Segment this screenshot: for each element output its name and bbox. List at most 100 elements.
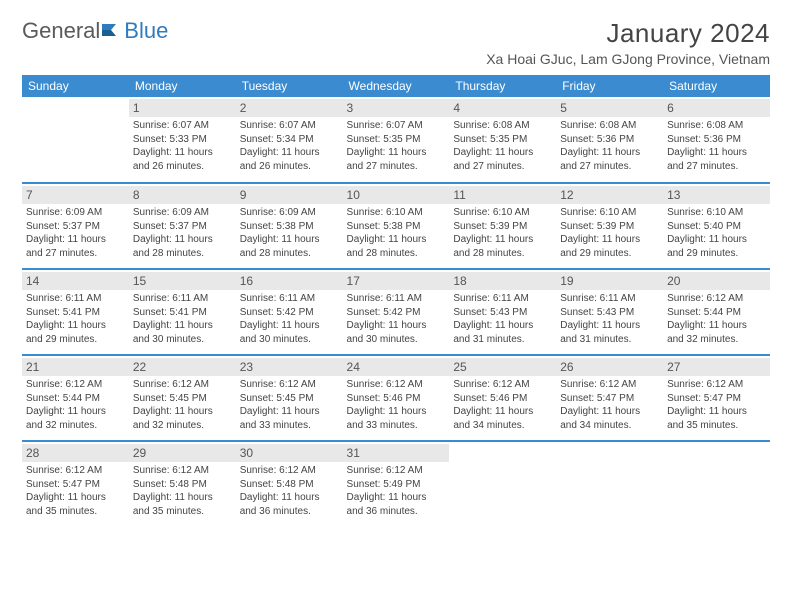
calendar-cell: 11 Sunrise: 6:10 AMSunset: 5:39 PMDayligh… [449, 183, 556, 269]
day-number: 12 [556, 186, 663, 204]
calendar-cell: 1Sunrise: 6:07 AMSunset: 5:33 PMDaylight… [129, 97, 236, 183]
day-info: Sunrise: 6:12 AMSunset: 5:46 PMDaylight:… [347, 378, 446, 432]
day-info: Sunrise: 6:11 AMSunset: 5:43 PMDaylight:… [453, 292, 552, 346]
day-number: 3 [343, 99, 450, 117]
day-info: Sunrise: 6:09 AMSunset: 5:38 PMDaylight:… [240, 206, 339, 260]
header: General Blue January 2024 Xa Hoai GJuc, … [22, 18, 770, 67]
calendar-cell: 29 Sunrise: 6:12 AMSunset: 5:48 PMDayligh… [129, 441, 236, 527]
calendar-cell: 22 Sunrise: 6:12 AMSunset: 5:45 PMDayligh… [129, 355, 236, 441]
calendar-cell: 28 Sunrise: 6:12 AMSunset: 5:47 PMDayligh… [22, 441, 129, 527]
day-number: 18 [449, 272, 556, 290]
calendar-cell: 6Sunrise: 6:08 AMSunset: 5:36 PMDaylight… [663, 97, 770, 183]
day-number: 8 [129, 186, 236, 204]
day-info: Sunrise: 6:12 AMSunset: 5:45 PMDaylight:… [240, 378, 339, 432]
day-number: 20 [663, 272, 770, 290]
dow-sun: Sunday [22, 75, 129, 97]
day-number: 31 [343, 444, 450, 462]
day-number: 24 [343, 358, 450, 376]
calendar-cell [22, 97, 129, 183]
day-info: Sunrise: 6:08 AMSunset: 5:36 PMDaylight:… [667, 119, 766, 173]
calendar-cell [556, 441, 663, 527]
calendar-cell: 21Sunrise: 6:12 AMSunset: 5:44 PMDayligh… [22, 355, 129, 441]
day-info: Sunrise: 6:08 AMSunset: 5:35 PMDaylight:… [453, 119, 552, 173]
day-info: Sunrise: 6:12 AMSunset: 5:47 PMDaylight:… [560, 378, 659, 432]
calendar-cell: 17Sunrise: 6:11 AMSunset: 5:42 PMDayligh… [343, 269, 450, 355]
day-info: Sunrise: 6:12 AMSunset: 5:48 PMDaylight:… [240, 464, 339, 518]
dow-sat: Saturday [663, 75, 770, 97]
day-info: Sunrise: 6:07 AMSunset: 5:35 PMDaylight:… [347, 119, 446, 173]
day-info: Sunrise: 6:07 AMSunset: 5:34 PMDaylight:… [240, 119, 339, 173]
day-number: 19 [556, 272, 663, 290]
calendar-cell: 26 Sunrise: 6:12 AMSunset: 5:47 PMDayligh… [556, 355, 663, 441]
day-info: Sunrise: 6:11 AMSunset: 5:42 PMDaylight:… [347, 292, 446, 346]
day-info: Sunrise: 6:12 AMSunset: 5:47 PMDaylight:… [667, 378, 766, 432]
day-number: 14 [22, 272, 129, 290]
calendar-cell: 12Sunrise: 6:10 AMSunset: 5:39 PMDayligh… [556, 183, 663, 269]
logo-text-b: Blue [124, 18, 168, 44]
calendar-cell: 10 Sunrise: 6:10 AMSunset: 5:38 PMDayligh… [343, 183, 450, 269]
header-right: January 2024 Xa Hoai GJuc, Lam GJong Pro… [486, 18, 770, 67]
day-info: Sunrise: 6:12 AMSunset: 5:49 PMDaylight:… [347, 464, 446, 518]
day-info: Sunrise: 6:10 AMSunset: 5:40 PMDaylight:… [667, 206, 766, 260]
day-number: 16 [236, 272, 343, 290]
day-info: Sunrise: 6:11 AMSunset: 5:43 PMDaylight:… [560, 292, 659, 346]
day-info: Sunrise: 6:10 AMSunset: 5:38 PMDaylight:… [347, 206, 446, 260]
calendar-cell: 24 Sunrise: 6:12 AMSunset: 5:46 PMDayligh… [343, 355, 450, 441]
day-info: Sunrise: 6:09 AMSunset: 5:37 PMDaylight:… [133, 206, 232, 260]
calendar-cell: 13 Sunrise: 6:10 AMSunset: 5:40 PMDayligh… [663, 183, 770, 269]
calendar-week: 1Sunrise: 6:07 AMSunset: 5:33 PMDaylight… [22, 97, 770, 183]
logo-text-a: General [22, 18, 100, 44]
calendar-cell: 2Sunrise: 6:07 AMSunset: 5:34 PMDaylight… [236, 97, 343, 183]
day-info: Sunrise: 6:12 AMSunset: 5:45 PMDaylight:… [133, 378, 232, 432]
day-number: 26 [556, 358, 663, 376]
day-number: 23 [236, 358, 343, 376]
day-info: Sunrise: 6:10 AMSunset: 5:39 PMDaylight:… [453, 206, 552, 260]
calendar-cell: 9 Sunrise: 6:09 AMSunset: 5:38 PMDaylight… [236, 183, 343, 269]
dow-tue: Tuesday [236, 75, 343, 97]
day-info: Sunrise: 6:11 AMSunset: 5:41 PMDaylight:… [133, 292, 232, 346]
calendar-cell: 5 Sunrise: 6:08 AMSunset: 5:36 PMDaylight… [556, 97, 663, 183]
calendar-cell: 15 Sunrise: 6:11 AMSunset: 5:41 PMDayligh… [129, 269, 236, 355]
day-number: 13 [663, 186, 770, 204]
calendar-cell: 3 Sunrise: 6:07 AMSunset: 5:35 PMDaylight… [343, 97, 450, 183]
dow-fri: Friday [556, 75, 663, 97]
calendar-cell: 19 Sunrise: 6:11 AMSunset: 5:43 PMDayligh… [556, 269, 663, 355]
calendar-cell: 14 Sunrise: 6:11 AMSunset: 5:41 PMDayligh… [22, 269, 129, 355]
day-info: Sunrise: 6:12 AMSunset: 5:47 PMDaylight:… [26, 464, 125, 518]
calendar-cell: 7Sunrise: 6:09 AMSunset: 5:37 PMDaylight… [22, 183, 129, 269]
calendar-cell: 8 Sunrise: 6:09 AMSunset: 5:37 PMDaylight… [129, 183, 236, 269]
calendar-week: 14Sunrise: 6:11 AMSunset: 5:41 PMDayligh… [22, 269, 770, 355]
flag-icon [102, 20, 122, 43]
day-number: 11 [449, 186, 556, 204]
day-number: 5 [556, 99, 663, 117]
calendar-cell: 30 Sunrise: 6:12 AMSunset: 5:48 PMDayligh… [236, 441, 343, 527]
day-number: 10 [343, 186, 450, 204]
page-title: January 2024 [486, 18, 770, 49]
day-number: 15 [129, 272, 236, 290]
calendar-cell: 31 Sunrise: 6:12 AMSunset: 5:49 PMDayligh… [343, 441, 450, 527]
calendar-cell: 27Sunrise: 6:12 AMSunset: 5:47 PMDayligh… [663, 355, 770, 441]
calendar-week: 28 Sunrise: 6:12 AMSunset: 5:47 PMDayligh… [22, 441, 770, 527]
day-number: 29 [129, 444, 236, 462]
day-info: Sunrise: 6:12 AMSunset: 5:44 PMDaylight:… [26, 378, 125, 432]
calendar-week: 7Sunrise: 6:09 AMSunset: 5:37 PMDaylight… [22, 183, 770, 269]
calendar-cell: 20 Sunrise: 6:12 AMSunset: 5:44 PMDayligh… [663, 269, 770, 355]
day-number: 9 [236, 186, 343, 204]
dow-mon: Monday [129, 75, 236, 97]
day-info: Sunrise: 6:11 AMSunset: 5:41 PMDaylight:… [26, 292, 125, 346]
day-info: Sunrise: 6:08 AMSunset: 5:36 PMDaylight:… [560, 119, 659, 173]
day-number: 30 [236, 444, 343, 462]
location-text: Xa Hoai GJuc, Lam GJong Province, Vietna… [486, 51, 770, 67]
calendar-cell: 25 Sunrise: 6:12 AMSunset: 5:46 PMDayligh… [449, 355, 556, 441]
day-info: Sunrise: 6:12 AMSunset: 5:46 PMDaylight:… [453, 378, 552, 432]
day-number: 28 [22, 444, 129, 462]
day-number: 1 [129, 99, 236, 117]
calendar-cell: 16Sunrise: 6:11 AMSunset: 5:42 PMDayligh… [236, 269, 343, 355]
logo: General Blue [22, 18, 168, 44]
day-number: 25 [449, 358, 556, 376]
day-info: Sunrise: 6:12 AMSunset: 5:44 PMDaylight:… [667, 292, 766, 346]
dow-wed: Wednesday [343, 75, 450, 97]
day-number: 22 [129, 358, 236, 376]
calendar-cell: 4Sunrise: 6:08 AMSunset: 5:35 PMDaylight… [449, 97, 556, 183]
day-info: Sunrise: 6:12 AMSunset: 5:48 PMDaylight:… [133, 464, 232, 518]
